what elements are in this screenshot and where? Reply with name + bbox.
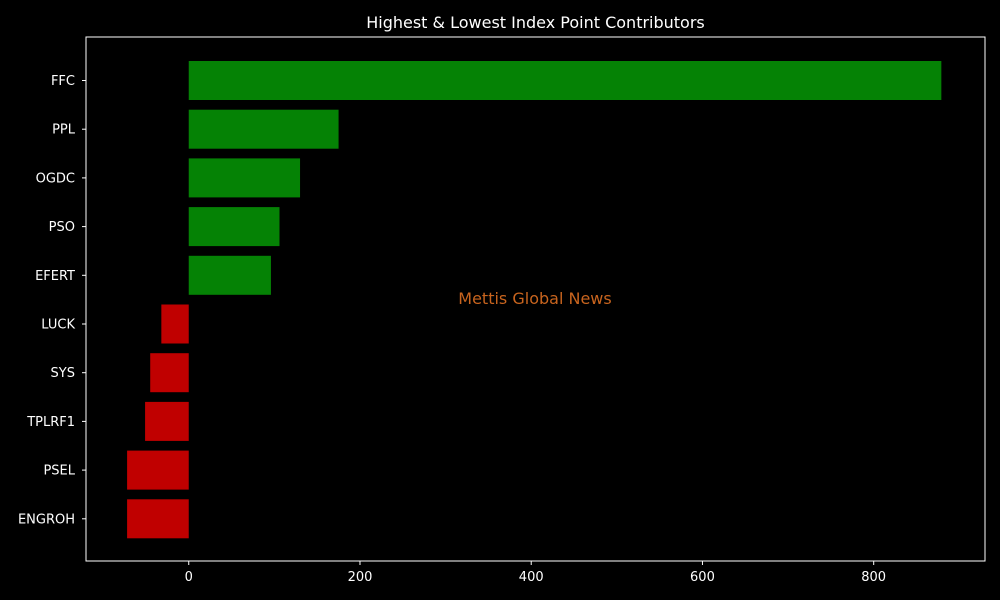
bar-efert <box>188 255 271 295</box>
bar-luck <box>161 304 189 344</box>
bar-pso <box>188 207 280 247</box>
x-tick-label-400: 400 <box>519 570 544 585</box>
bar-ogdc <box>188 158 301 198</box>
bar-sys <box>150 353 189 393</box>
bars-layer <box>127 61 942 539</box>
y-tick-label-efert: EFERT <box>35 269 75 284</box>
x-tick-label-0: 0 <box>185 570 193 585</box>
bar-engroh <box>127 499 189 539</box>
x-tick-labels: 0 200 400 600 800 <box>185 561 886 585</box>
bar-psel <box>127 450 189 490</box>
chart-title: Highest & Lowest Index Point Contributor… <box>366 13 705 32</box>
watermark-text: Mettis Global News <box>458 289 611 308</box>
y-tick-label-ppl: PPL <box>52 123 76 138</box>
y-tick-label-engroh: ENGROH <box>18 512 75 527</box>
y-tick-label-ogdc: OGDC <box>36 171 75 186</box>
x-tick-label-200: 200 <box>348 570 373 585</box>
plot-frame <box>85 36 986 562</box>
y-tick-labels: FFC PPL OGDC PSO EFERT LUCK SYS TPLRF1 PSEL ENGRO… <box>18 74 86 527</box>
y-tick-label-tplrf1: TPLRF1 <box>26 415 75 430</box>
bar-ppl <box>188 109 339 149</box>
y-tick-label-luck: LUCK <box>41 318 75 333</box>
x-tick-label-600: 600 <box>690 570 715 585</box>
x-tick-label-800: 800 <box>861 570 886 585</box>
y-tick-label-pso: PSO <box>49 220 75 235</box>
bar-ffc <box>188 61 942 100</box>
y-tick-label-sys: SYS <box>51 366 75 381</box>
y-tick-label-psel: PSEL <box>43 464 75 479</box>
bar-tplrf1 <box>145 401 189 441</box>
y-tick-label-ffc: FFC <box>51 74 75 89</box>
